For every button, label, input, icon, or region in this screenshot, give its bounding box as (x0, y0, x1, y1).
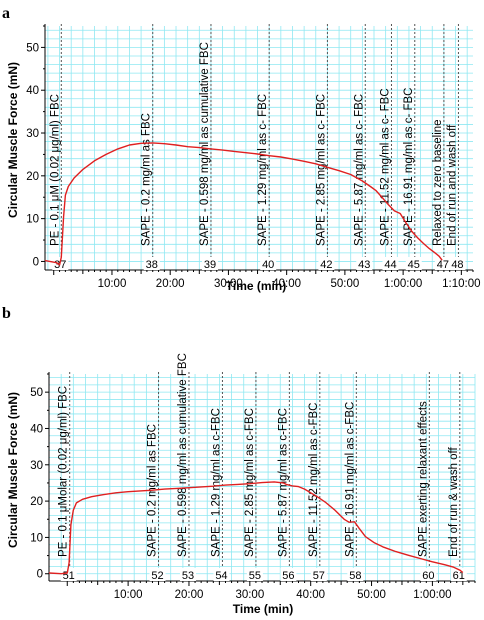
y-tick-label: 50 (26, 42, 39, 54)
event-marker: 43 (358, 259, 370, 271)
chart-panel-b: b Circular Muscle Force (mN) Time (min) … (2, 305, 476, 616)
x-tick-label: 40:00 (272, 278, 301, 290)
x-tick-label: 30:00 (214, 278, 243, 290)
x-tick-label: 20:00 (156, 278, 185, 290)
event-marker-bg (310, 568, 327, 581)
event-marker: 54 (215, 570, 227, 582)
event-marker: 45 (408, 259, 420, 271)
event-label: SAPE - 0.598 mg/ml as cumulative FBC (199, 42, 211, 246)
event-label: SAPE - 0.598 mg/ml as cumulative FBC (177, 353, 189, 557)
x-axis-title: Time (min) (233, 602, 293, 616)
x-tick-label: 40:00 (296, 589, 325, 601)
event-marker: 39 (204, 259, 216, 271)
event-marker-bg (420, 568, 437, 581)
y-tick-label: 40 (30, 423, 43, 435)
x-tick-label: 50:00 (331, 278, 360, 290)
event-marker: 61 (453, 570, 465, 582)
event-marker: 47 (437, 259, 449, 271)
event-marker: 40 (262, 259, 274, 271)
event-label: SAPE exerting relaxant effects (417, 401, 429, 557)
event-marker: 58 (349, 570, 361, 582)
y-tick-label: 10 (26, 214, 39, 226)
event-label: SAPE - 1.29 mg/ml as c-FBC (210, 408, 222, 557)
x-tick-label: 30:00 (235, 589, 264, 601)
event-marker-bg (60, 568, 77, 581)
event-marker-bg (318, 257, 335, 270)
event-marker: 52 (151, 570, 163, 582)
chart-panel-a: a Circular Muscle Force (mN) Time (min) … (2, 5, 481, 293)
panel-letter: b (2, 305, 11, 322)
event-label: SAPE - 0.2 mg/ml as FBC (141, 113, 153, 246)
event-marker-bg (405, 257, 422, 270)
event-label: SAPE - 2.85 mg/ml as c-FBC (244, 408, 256, 557)
event-marker-bg (201, 257, 218, 270)
x-tick-label: 20:00 (175, 589, 204, 601)
x-tick-label: 1:00:00 (413, 589, 451, 601)
event-label: SAPE - 5.87 mg/ml as c- FBC (353, 94, 365, 246)
force-trace (48, 481, 464, 575)
event-label: SAPE - 1.29 mg/ml as c- FBC (257, 94, 269, 246)
event-label: PE - 0.1 μMolar (0.02 μg/ml) FBC (58, 386, 70, 557)
event-marker: 38 (146, 259, 158, 271)
event-label: End of run and wash off (446, 124, 458, 246)
y-tick-label: 30 (26, 128, 39, 140)
event-marker: 44 (384, 259, 396, 271)
x-tick-label: 10:00 (98, 278, 127, 290)
event-marker: 48 (451, 259, 463, 271)
event-label: SAPE - 11.52 mg/ml as c- FBC (379, 88, 391, 246)
event-marker: 53 (182, 570, 194, 582)
event-marker-bg (260, 257, 277, 270)
event-marker-bg (449, 257, 466, 270)
x-axis-title: Time (min) (226, 279, 286, 293)
x-tick-label: 50:00 (357, 589, 386, 601)
event-marker: 56 (282, 570, 294, 582)
y-axis-title: Circular Muscle Force (mN) (6, 62, 20, 218)
y-tick-label: 10 (30, 532, 43, 544)
event-marker-bg (246, 568, 263, 581)
force-trace (44, 142, 443, 266)
event-marker-bg (347, 568, 364, 581)
x-tick-label: 10:00 (114, 589, 143, 601)
event-marker-bg (382, 257, 399, 270)
event-label: SAPE - 16.91 mg/ml as c- FBC (403, 88, 415, 247)
y-axis-title: Circular Muscle Force (mN) (6, 392, 20, 548)
event-label: End of run & wash off (448, 446, 460, 557)
x-tick-label: 1:00:00 (384, 278, 422, 290)
event-marker: 55 (249, 570, 261, 582)
y-tick-label: 0 (37, 569, 43, 581)
event-marker-bg (143, 257, 160, 270)
event-marker: 51 (63, 570, 75, 582)
event-label: Relaxed to zero baseline (432, 119, 444, 246)
y-tick-label: 30 (30, 460, 43, 472)
y-tick-label: 40 (26, 85, 39, 97)
event-marker-bg (450, 568, 467, 581)
event-label: SAPE - 11.52 mg/ml as c-FBC (308, 403, 320, 557)
event-marker: 57 (313, 570, 325, 582)
grid (48, 374, 476, 581)
y-tick-label: 0 (33, 256, 39, 268)
event-marker: 42 (320, 259, 332, 271)
y-tick-label: 20 (26, 171, 39, 183)
y-tick-label: 50 (30, 387, 43, 399)
event-marker-bg (280, 568, 297, 581)
event-label: PE - 0.1 μM (0.02 μg/ml) FBC (49, 94, 61, 246)
event-marker-bg (149, 568, 166, 581)
event-label: SAPE - 2.85 mg/ml as c- FBC (315, 94, 327, 246)
event-marker-bg (356, 257, 373, 270)
event-marker-bg (179, 568, 196, 581)
y-tick-label: 20 (30, 496, 43, 508)
event-marker-bg (213, 568, 230, 581)
event-marker: 60 (422, 570, 434, 582)
event-label: SAPE - 16.91 mg/ml as c-FBC (344, 402, 356, 557)
panel-letter: a (2, 5, 10, 22)
event-marker-bg (434, 257, 451, 270)
x-tick-label: 1:10:00 (442, 278, 480, 290)
event-marker: 37 (54, 259, 66, 271)
